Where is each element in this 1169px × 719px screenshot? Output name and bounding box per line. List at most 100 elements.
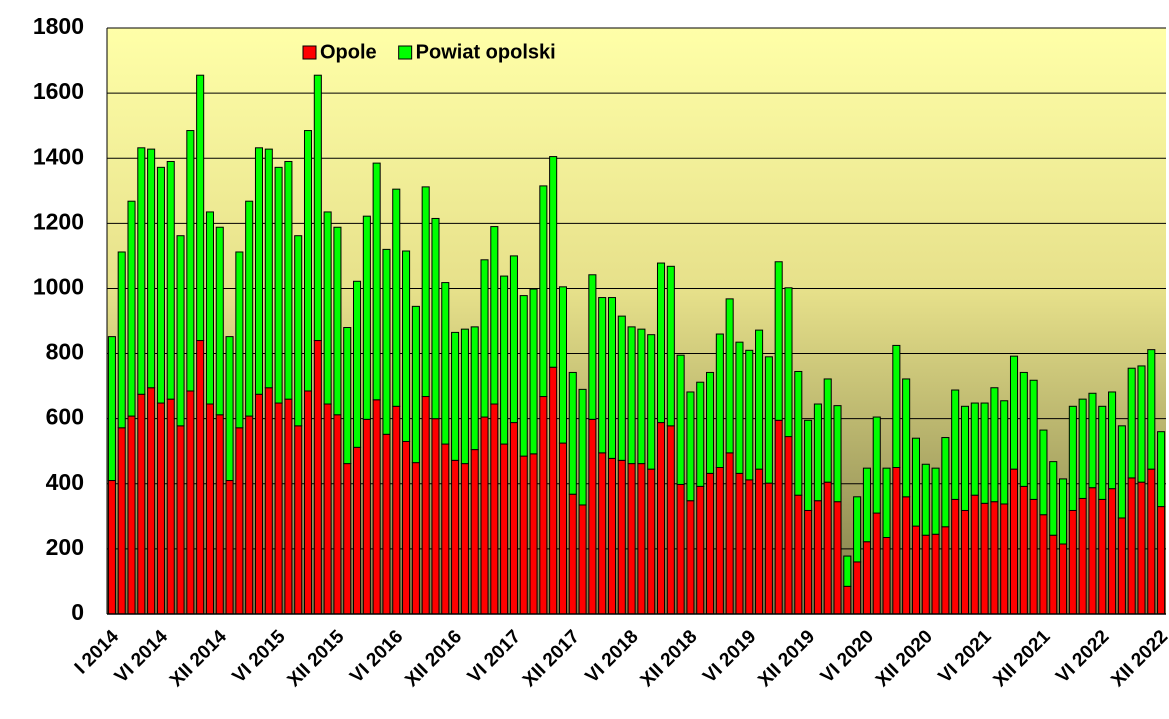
bar-segment (1137, 481, 1146, 615)
bar-segment (382, 433, 391, 615)
bar-segment (627, 326, 636, 465)
bar-segment (784, 436, 793, 615)
bar-segment (539, 396, 548, 615)
bar-segment (1049, 534, 1058, 615)
bar-segment (1009, 355, 1019, 470)
bar-segment (470, 326, 479, 451)
bar-segment (235, 427, 244, 615)
bar-segment (911, 437, 920, 527)
bar-segment (970, 402, 979, 496)
bar-segment (666, 425, 675, 615)
bar-segment (1078, 497, 1087, 615)
bar-segment (215, 414, 224, 615)
x-tick-label: VI 2017 (464, 626, 525, 687)
y-tick-label: 0 (71, 599, 84, 625)
x-tick-label: VI 2022 (1052, 626, 1113, 687)
bar-segment (147, 148, 156, 389)
x-tick-label: XII 2020 (872, 626, 937, 691)
bar-segment (294, 235, 303, 427)
bar-segment (1147, 349, 1156, 470)
bar-segment (902, 496, 911, 615)
bar-segment (1059, 543, 1068, 615)
bar-segment (755, 329, 764, 470)
bar-segment (519, 295, 528, 457)
bar-segment (990, 387, 999, 503)
bar-segment (823, 481, 832, 615)
bar-segment (1147, 468, 1156, 615)
bar-segment (1098, 405, 1107, 500)
bar-segment (107, 480, 116, 615)
bar-segment (215, 226, 224, 416)
bar-segment (558, 286, 567, 444)
bar-segment (225, 480, 234, 615)
bar-segment (441, 443, 450, 615)
bar-segment (303, 390, 313, 615)
bar-segment (843, 585, 852, 615)
bar-segment (176, 235, 185, 427)
y-tick-label: 1600 (33, 78, 84, 104)
bar-segment (833, 405, 842, 503)
bar-segment (764, 482, 773, 615)
x-tick-label: VI 2015 (229, 626, 290, 687)
bar-segment (343, 327, 352, 465)
bar-segment (107, 336, 116, 482)
bar-segment (539, 185, 548, 398)
bar-segment (617, 459, 626, 615)
bar-segment (117, 251, 126, 429)
bar-segment (166, 398, 175, 615)
bar-segment (392, 188, 401, 407)
bar-segment (941, 437, 950, 528)
bar-segment (1098, 498, 1107, 615)
bar-segment (980, 502, 989, 615)
bar-segment (990, 501, 999, 615)
bar-segment (656, 422, 666, 615)
bar-segment (676, 483, 685, 615)
bar-segment (245, 200, 254, 417)
bar-segment (774, 261, 783, 421)
bar-segment (274, 402, 283, 615)
bar-segment (706, 472, 715, 615)
bar-segment (1137, 365, 1146, 483)
bar-segment (117, 427, 126, 615)
bar-segment (647, 334, 656, 470)
bar-segment (137, 393, 146, 615)
bar-segment (509, 255, 518, 424)
bar-segment (323, 403, 332, 615)
bar-segment (411, 305, 420, 464)
x-tick-label: VI 2016 (346, 626, 407, 687)
bar-segment (725, 452, 734, 615)
bar-segment (931, 533, 940, 615)
bar-segment (1059, 478, 1068, 545)
bar-segment (892, 467, 901, 615)
bar-segment (431, 418, 440, 615)
bar-segment (264, 387, 273, 615)
bar-segment (951, 389, 960, 500)
bar-segment (931, 467, 940, 535)
bar-segment (196, 340, 205, 615)
bar-segment (764, 356, 773, 484)
bar-segment (156, 402, 165, 615)
bar-segment (1000, 503, 1009, 615)
bar-segment (1088, 487, 1097, 615)
bar-segment (1108, 488, 1117, 615)
bar-segment (1068, 509, 1077, 615)
y-tick-label: 800 (46, 339, 84, 365)
bar-segment (1029, 379, 1038, 500)
bar-segment (549, 156, 558, 368)
x-tick-label: XII 2016 (401, 626, 466, 691)
bar-segment (813, 500, 822, 615)
bar-segment (666, 265, 675, 427)
bar-segment (451, 331, 460, 461)
bar-segment (833, 501, 842, 615)
bar-segment (804, 419, 813, 511)
bar-segment (686, 500, 695, 615)
bar-segment (1157, 506, 1166, 615)
bar-segment (735, 472, 744, 615)
bar-segment (362, 215, 371, 420)
bar-segment (784, 287, 793, 438)
bar-segment (362, 418, 371, 615)
bar-segment (862, 467, 871, 543)
bar-segment (313, 340, 322, 615)
bar-segment (549, 366, 558, 615)
bar-segment (411, 462, 420, 615)
